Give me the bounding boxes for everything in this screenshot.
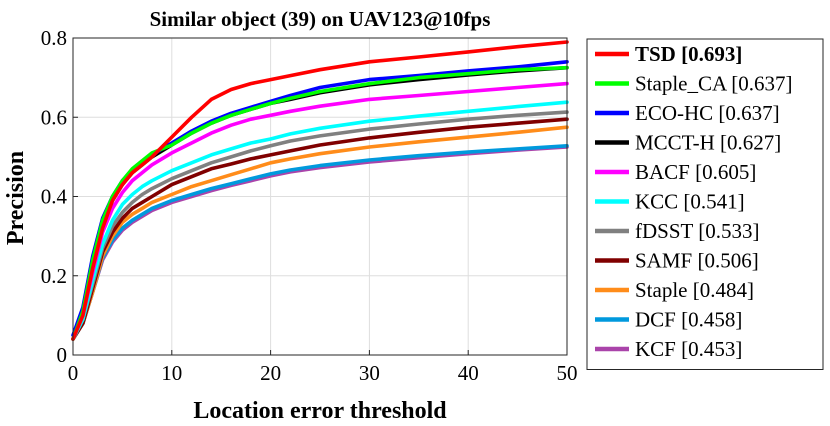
legend-label: Staple_CA [0.637]	[635, 72, 793, 96]
series-lines	[71, 40, 569, 341]
x-tick-label: 30	[359, 361, 380, 385]
chart-title: Similar object (39) on UAV123@10fps	[150, 7, 491, 31]
legend-label: Staple [0.484]	[635, 278, 754, 302]
y-axis-ticks: 0 0.2 0.4 0.6 0.8	[41, 26, 78, 367]
legend: TSD [0.693] Staple_CA [0.637] ECO-HC [0.63…	[586, 38, 824, 370]
legend-label: KCC [0.541]	[635, 190, 745, 214]
x-tick-label: 10	[161, 361, 182, 385]
series-line-9	[71, 144, 569, 341]
y-tick-label: 0.4	[41, 185, 68, 209]
y-axis-label: Precision	[3, 151, 29, 245]
series-line-4	[71, 81, 569, 341]
x-tick-label: 50	[557, 361, 578, 385]
series-line-1	[71, 65, 569, 341]
x-axis-ticks: 0 10 20 30 40 50	[68, 350, 578, 385]
legend-label: ECO-HC [0.637]	[635, 101, 780, 125]
x-tick-label: 20	[260, 361, 281, 385]
series-line-7	[71, 117, 569, 341]
y-tick-label: 0.2	[41, 264, 67, 288]
series-line-10	[71, 145, 569, 341]
y-tick-label: 0.8	[41, 26, 67, 50]
legend-label: SAMF [0.506]	[635, 249, 759, 273]
grid-lines	[72, 37, 568, 356]
y-tick-label: 0	[57, 343, 68, 367]
series-line-0	[71, 40, 569, 341]
legend-label: TSD [0.693]	[635, 42, 742, 66]
legend-label: DCF [0.458]	[635, 308, 742, 332]
legend-label: MCCT-H [0.627]	[635, 131, 781, 155]
x-tick-label: 0	[68, 361, 79, 385]
series-line-6	[71, 110, 569, 341]
x-tick-label: 40	[458, 361, 479, 385]
legend-label: BACF [0.605]	[635, 160, 756, 184]
series-line-5	[71, 100, 569, 341]
x-axis-label: Location error threshold	[193, 398, 447, 424]
legend-box	[586, 38, 824, 370]
legend-label: KCF [0.453]	[635, 337, 742, 361]
legend-label: fDSST [0.533]	[635, 219, 759, 243]
y-tick-label: 0.6	[41, 105, 67, 129]
